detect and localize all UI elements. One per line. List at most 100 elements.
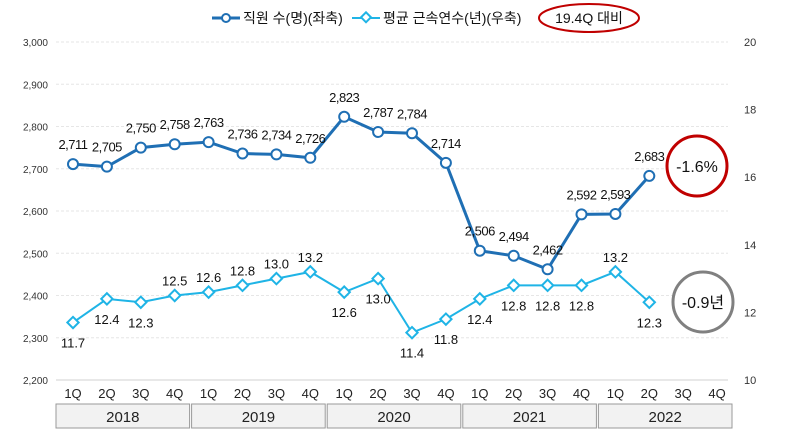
employees-data-label: 2,711 xyxy=(58,137,87,152)
quarter-label: 2Q xyxy=(234,386,251,401)
quarter-label: 2Q xyxy=(369,386,386,401)
legend-tenure-marker xyxy=(359,10,373,24)
employees-data-label: 2,593 xyxy=(600,187,630,202)
employees-point xyxy=(507,249,520,262)
tenure-point xyxy=(201,285,216,300)
tenure-point xyxy=(235,278,250,293)
quarter-label: 4Q xyxy=(708,386,725,401)
employees-data-label: 2,683 xyxy=(634,149,664,164)
quarter-label: 3Q xyxy=(539,386,556,401)
tenure-data-label: 12.8 xyxy=(535,298,560,313)
quarter-label: 2Q xyxy=(641,386,658,401)
employees-data-label: 2,784 xyxy=(397,106,427,121)
tenure-point xyxy=(133,295,148,310)
employees-data-label: 2,506 xyxy=(465,224,495,239)
employees-point xyxy=(270,148,283,161)
employees-point xyxy=(67,158,79,171)
employees-data-label: 2,787 xyxy=(363,105,393,120)
tenure-data-label: 12.8 xyxy=(230,263,255,278)
employees-point xyxy=(202,136,215,149)
employees-point xyxy=(541,263,554,276)
tenure-point xyxy=(608,264,623,279)
left-tick-label: 2,700 xyxy=(23,165,48,176)
employees-data-label: 2,736 xyxy=(227,127,257,142)
tenure-point xyxy=(269,271,284,286)
employees-data-label: 2,758 xyxy=(160,117,190,132)
tenure-point xyxy=(99,291,114,306)
legend-employees-label: 직원 수(명)(좌축) xyxy=(243,10,343,26)
employees-point xyxy=(439,156,452,169)
left-tick-label: 2,800 xyxy=(23,123,48,134)
tenure-data-label: 11.8 xyxy=(434,332,458,347)
quarter-label: 4Q xyxy=(437,386,454,401)
note-label: 19.4Q 대비 xyxy=(555,10,623,26)
right-tick-label: 16 xyxy=(744,172,756,184)
tenure-point xyxy=(540,278,555,293)
legend-employees-marker xyxy=(221,13,231,23)
tenure-point xyxy=(404,325,420,340)
quarter-label: 1Q xyxy=(64,386,81,401)
quarter-label: 4Q xyxy=(573,386,590,401)
quarter-label: 1Q xyxy=(336,386,353,401)
tenure-data-label: 12.6 xyxy=(196,270,221,285)
left-tick-label: 2,500 xyxy=(23,249,48,260)
quarter-label: 2Q xyxy=(98,386,115,401)
employees-point xyxy=(100,160,113,173)
tenure-data-label: 12.6 xyxy=(332,305,357,320)
right-tick-label: 10 xyxy=(744,375,756,387)
left-tick-label: 2,400 xyxy=(23,292,48,303)
quarter-label: 1Q xyxy=(471,386,488,401)
quarter-label: 3Q xyxy=(403,386,420,401)
annotation-circle-tenure xyxy=(671,270,735,334)
tenure-data-label: 13.0 xyxy=(365,292,390,307)
year-label: 2020 xyxy=(377,409,410,426)
tenure-data-label: 12.4 xyxy=(94,312,119,327)
year-label: 2021 xyxy=(513,409,546,426)
left-tick-label: 2,300 xyxy=(23,334,48,345)
tenure-point xyxy=(506,278,521,293)
tenure-point xyxy=(642,295,657,310)
right-tick-label: 18 xyxy=(744,105,756,117)
tenure-line xyxy=(72,270,650,334)
tenure-point xyxy=(167,288,182,303)
tenure-point xyxy=(371,271,386,286)
employees-data-label: 2,823 xyxy=(329,90,359,105)
employees-data-label: 2,494 xyxy=(499,229,529,244)
employees-point xyxy=(473,244,486,257)
quarter-label: 2Q xyxy=(505,386,522,401)
employees-data-label: 2,763 xyxy=(194,115,224,130)
quarter-label: 3Q xyxy=(268,386,285,401)
right-tick-label: 14 xyxy=(744,240,756,252)
left-tick-label: 2,600 xyxy=(23,207,48,218)
employees-point xyxy=(609,207,622,220)
employees-point xyxy=(236,147,249,160)
left-tick-label: 3,000 xyxy=(23,38,48,49)
year-box xyxy=(326,403,462,429)
year-box xyxy=(597,403,733,429)
tenure-data-label: 12.5 xyxy=(162,274,187,289)
employees-data-label: 2,592 xyxy=(566,187,596,202)
year-box xyxy=(55,403,191,429)
quarter-label: 3Q xyxy=(675,386,692,401)
quarter-label: 4Q xyxy=(166,386,183,401)
tenure-data-label: 13.2 xyxy=(298,250,323,265)
annotation-tenure-change: -0.9년 xyxy=(682,294,724,312)
right-tick-label: 20 xyxy=(744,37,756,49)
tenure-data-label: 13.0 xyxy=(264,257,289,272)
tenure-point xyxy=(303,264,318,279)
employees-point xyxy=(168,138,181,151)
employees-point xyxy=(304,151,317,164)
employees-point xyxy=(372,125,385,138)
employees-point xyxy=(338,110,351,123)
tenure-data-label: 12.8 xyxy=(569,298,594,313)
employees-data-label: 2,734 xyxy=(261,127,291,142)
year-label: 2018 xyxy=(106,409,139,426)
employees-point xyxy=(134,141,147,154)
left-tick-label: 2,200 xyxy=(23,376,48,387)
tenure-data-label: 11.4 xyxy=(400,346,424,361)
right-tick-label: 12 xyxy=(744,307,756,319)
employees-point xyxy=(575,208,588,221)
year-label: 2022 xyxy=(649,409,682,426)
employees-point xyxy=(406,127,418,140)
